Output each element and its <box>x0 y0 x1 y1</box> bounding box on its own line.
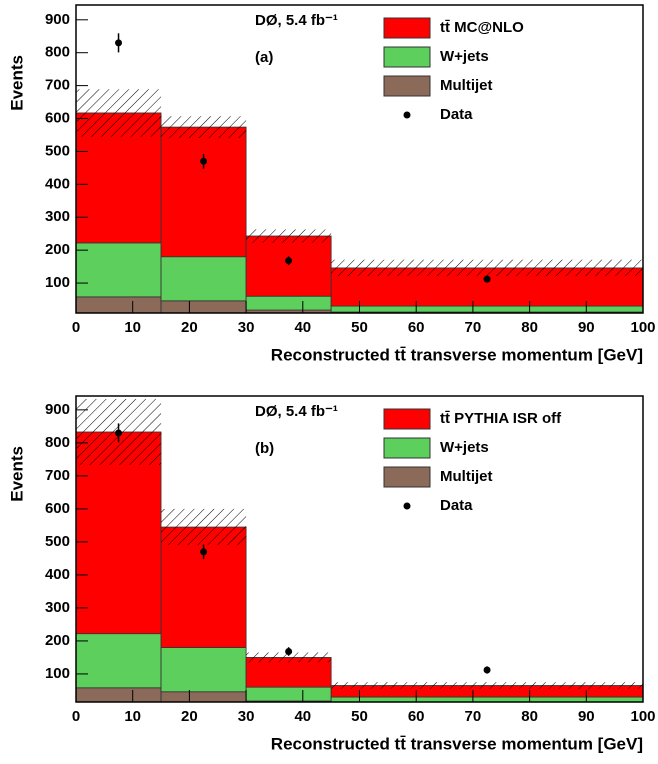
x-tick-label: 80 <box>521 708 538 725</box>
x-tick-label: 10 <box>124 319 141 336</box>
legend-label: tt̄ MC@NLO <box>440 19 524 36</box>
data-point <box>285 257 293 265</box>
legend-label: W+jets <box>440 48 489 65</box>
legend-label: tt̄ PYTHIA ISR off <box>440 410 562 427</box>
legend-label: Multijet <box>440 77 493 94</box>
y-tick-label: 700 <box>45 467 70 484</box>
bar-segment <box>76 242 162 298</box>
data-point <box>483 275 491 283</box>
y-tick-label: 600 <box>45 500 70 517</box>
y-tick-label: 100 <box>45 274 70 291</box>
bar-segment <box>245 235 332 297</box>
x-tick-label: 50 <box>351 319 368 336</box>
annotation: DØ, 5.4 fb⁻¹ <box>255 403 338 420</box>
y-tick-label: 300 <box>45 208 70 225</box>
x-tick-label: 30 <box>238 708 255 725</box>
x-tick-label: 50 <box>351 708 368 725</box>
legend-swatch <box>383 46 431 68</box>
legend-label: Data <box>440 497 473 514</box>
x-tick-label: 60 <box>408 319 425 336</box>
bar-segment <box>160 647 247 693</box>
x-tick-label: 70 <box>465 708 482 725</box>
x-tick-label: 40 <box>294 708 311 725</box>
bar-segment <box>76 431 162 635</box>
y-tick-label: 400 <box>45 566 70 583</box>
x-tick-label: 0 <box>72 708 80 725</box>
bar-segment <box>331 703 643 707</box>
data-point <box>115 39 123 47</box>
x-tick-label: 70 <box>465 319 482 336</box>
legend-swatch <box>383 75 431 97</box>
y-axis-label: Events <box>7 55 26 111</box>
bar-segment <box>160 126 247 258</box>
x-tick-label: 0 <box>72 319 80 336</box>
bar-segment <box>330 305 643 313</box>
data-point <box>115 429 123 437</box>
x-tick-label: 90 <box>578 319 595 336</box>
bar-segment <box>245 657 332 688</box>
x-tick-label: 90 <box>578 708 595 725</box>
uncertainty-band <box>331 682 643 689</box>
legend-swatch <box>383 437 431 459</box>
x-tick-label: 40 <box>294 319 311 336</box>
x-tick-label: 20 <box>181 319 198 336</box>
y-tick-label: 300 <box>45 599 70 616</box>
y-tick-label: 200 <box>45 632 70 649</box>
bar-segment <box>160 691 247 702</box>
y-axis-label: Events <box>7 446 26 502</box>
uncertainty-band <box>161 508 247 546</box>
x-tick-label: 100 <box>630 319 655 336</box>
uncertainty-band <box>246 229 332 243</box>
y-tick-label: 700 <box>45 77 70 94</box>
bar-segment <box>76 633 162 689</box>
bar-segment <box>245 686 332 702</box>
legend-swatch <box>383 17 431 39</box>
x-axis-label: Reconstructed tt̄ transverse momentum [G… <box>271 345 643 364</box>
y-tick-label: 900 <box>45 11 70 28</box>
legend-swatch <box>383 408 431 430</box>
y-tick-label: 900 <box>45 401 70 418</box>
legend-label: Multijet <box>440 468 493 485</box>
uncertainty-band <box>331 259 643 277</box>
y-tick-label: 200 <box>45 241 70 258</box>
y-tick-label: 100 <box>45 665 70 682</box>
uncertainty-band <box>161 116 247 138</box>
annotation: (b) <box>255 440 274 457</box>
plot-area <box>76 89 643 313</box>
data-point <box>285 647 293 655</box>
bar-segment <box>76 687 162 702</box>
annotation: (a) <box>255 49 273 66</box>
annotation: DØ, 5.4 fb⁻¹ <box>255 12 338 29</box>
legend-swatch <box>383 466 431 488</box>
legend-label: W+jets <box>440 439 489 456</box>
x-tick-label: 10 <box>124 708 141 725</box>
x-tick-label: 30 <box>238 319 255 336</box>
y-tick-label: 500 <box>45 533 70 550</box>
bar-segment <box>160 256 247 302</box>
legend-label: Data <box>440 106 473 123</box>
x-tick-label: 60 <box>408 708 425 725</box>
x-tick-label: 100 <box>630 708 655 725</box>
data-point <box>483 666 491 674</box>
y-tick-label: 800 <box>45 44 70 61</box>
plot-area <box>76 398 643 707</box>
data-point <box>200 548 208 556</box>
x-tick-label: 20 <box>181 708 198 725</box>
y-tick-label: 500 <box>45 142 70 159</box>
legend-marker <box>403 502 411 510</box>
y-tick-label: 600 <box>45 109 70 126</box>
uncertainty-band <box>246 652 332 663</box>
bar-segment <box>245 295 332 311</box>
y-tick-label: 800 <box>45 434 70 451</box>
x-tick-label: 80 <box>521 319 538 336</box>
legend-marker <box>403 111 411 119</box>
y-tick-label: 400 <box>45 175 70 192</box>
uncertainty-band <box>76 89 162 137</box>
data-point <box>200 157 208 165</box>
x-axis-label: Reconstructed tt̄ transverse momentum [G… <box>271 734 643 753</box>
